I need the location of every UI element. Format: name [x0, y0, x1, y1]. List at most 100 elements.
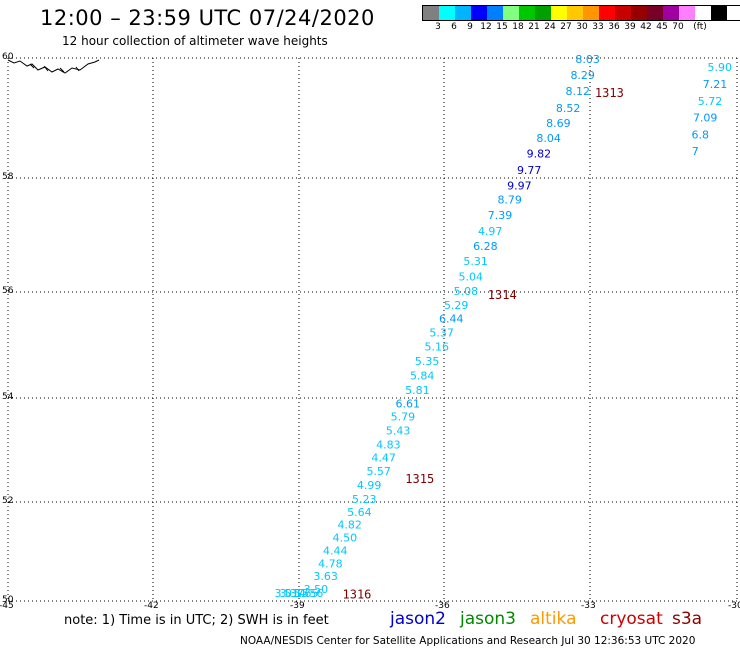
legend-swatch — [631, 6, 647, 20]
legend-swatch — [615, 6, 631, 20]
legend-label: 27 — [560, 22, 572, 32]
legend-swatch — [663, 6, 679, 20]
legend-swatch — [711, 6, 727, 20]
wave-height-label: 5.37 — [429, 327, 454, 340]
satellite-altika: altika — [530, 609, 577, 629]
wave-height-label: 8.69 — [546, 117, 571, 130]
legend-swatch — [679, 6, 695, 20]
wave-height-label: 4.99 — [357, 479, 382, 492]
wave-height-label: 7 — [692, 145, 699, 158]
legend-swatch — [599, 6, 615, 20]
wave-height-label: 5.57 — [366, 465, 391, 478]
wave-height-label: 4.50 — [333, 532, 358, 545]
legend-label: 6 — [451, 22, 457, 32]
lon-tick-label: -42 — [144, 601, 159, 611]
legend-label: 12 — [480, 22, 492, 32]
wave-height-label: 8.79 — [497, 194, 522, 207]
legend-swatch — [567, 6, 583, 20]
lat-tick-label: 58 — [2, 172, 14, 182]
pass-number: 1315 — [405, 472, 434, 486]
legend-swatch — [519, 6, 535, 20]
pass-number: 1316 — [343, 588, 372, 602]
legend-label: 24 — [544, 22, 556, 32]
wave-height-label: 8.03 — [575, 53, 600, 66]
pass-number-labels: 1313 1314 1315 1316 — [343, 86, 624, 602]
legend-label: 9 — [467, 22, 473, 32]
legend-label: 36 — [608, 22, 620, 32]
satellite-jason2: jason2 — [390, 609, 446, 629]
legend-swatch — [455, 6, 471, 20]
wave-height-label: 8.04 — [536, 132, 561, 145]
wave-height-label: 5.08 — [454, 285, 479, 298]
wave-height-label: 4.56 — [299, 587, 324, 600]
lon-tick-label: -39 — [290, 601, 305, 611]
lat-tick-label: 52 — [2, 496, 14, 506]
legend-label: 21 — [528, 22, 540, 32]
satellite-cryosat: cryosat — [600, 609, 663, 629]
wave-height-label: 5.23 — [352, 493, 377, 506]
wave-height-points: 8.03 8.29 8.12 8.52 8.69 8.04 9.82 9.77 9.97 8.79… — [275, 53, 733, 600]
legend-swatches — [422, 5, 740, 21]
wave-height-label: 5.29 — [444, 299, 469, 312]
legend-swatch — [439, 6, 455, 20]
legend-unit: (ft) — [693, 22, 707, 32]
wave-height-label: 4.82 — [337, 519, 362, 532]
wave-height-label: 5.31 — [463, 255, 488, 268]
legend-label: 39 — [624, 22, 636, 32]
wave-height-label: 3.01 — [275, 587, 300, 600]
lat-tick-label: 50 — [2, 595, 14, 605]
legend-label: 45 — [656, 22, 668, 32]
wave-height-label: 5.16 — [425, 340, 450, 353]
chart-subtitle: 12 hour collection of altimeter wave hei… — [62, 34, 328, 48]
coastline — [7, 59, 100, 74]
legend-label: 70 — [672, 22, 684, 32]
wave-height-label: 5.79 — [391, 410, 416, 423]
wave-height-label: 4.97 — [478, 225, 503, 238]
wave-height-label: 9.97 — [507, 179, 532, 192]
wave-height-label: 5.90 — [708, 61, 733, 74]
wave-height-label: 6.44 — [439, 313, 464, 326]
lat-tick-label: 56 — [2, 286, 14, 296]
legend-swatch — [487, 6, 503, 20]
wave-height-label: 6.8 — [692, 128, 710, 141]
wave-height-label: 4.78 — [318, 557, 343, 570]
lon-tick-label: -33 — [581, 601, 596, 611]
legend-swatch — [535, 6, 551, 20]
legend-swatch — [503, 6, 519, 20]
legend-swatch — [647, 6, 663, 20]
wave-height-label: 7.09 — [693, 112, 718, 125]
wave-height-label: 4.44 — [323, 545, 348, 558]
legend-swatch — [423, 6, 439, 20]
satellite-jason3: jason3 — [460, 609, 516, 629]
credit-line: NOAA/NESDIS Center for Satellite Applica… — [240, 635, 696, 647]
legend-swatch — [471, 6, 487, 20]
wave-height-label: 7.21 — [703, 78, 728, 91]
wave-height-label: 9.82 — [527, 148, 552, 161]
legend-label: 30 — [576, 22, 588, 32]
lon-tick-label: -30 — [728, 601, 740, 611]
wave-height-label: 8.12 — [566, 85, 591, 98]
wave-height-label: 3.63 — [313, 570, 338, 583]
wave-height-label: 3.50 — [304, 583, 329, 596]
lat-lon-grid — [7, 57, 738, 602]
wave-height-label: 5.04 — [459, 271, 484, 284]
wave-height-label: 5.72 — [698, 95, 723, 108]
wave-height-label: 5.15 — [284, 587, 309, 600]
lon-tick-label: -45 — [0, 601, 14, 611]
lat-tick-label: 54 — [2, 392, 14, 402]
legend-swatch — [695, 6, 711, 20]
wave-height-label: 6.28 — [473, 240, 498, 253]
wave-height-label: 4.47 — [371, 451, 396, 464]
footnote: note: 1) Time is in UTC; 2) SWH is in fe… — [64, 613, 329, 628]
satellite-s3a: s3a — [672, 609, 703, 629]
wave-height-label: 8.29 — [570, 69, 595, 82]
wave-height-label: 9.77 — [517, 164, 542, 177]
legend-label: 18 — [512, 22, 524, 32]
legend-swatch — [551, 6, 567, 20]
legend-swatch — [583, 6, 599, 20]
wave-height-label: 5.81 — [405, 384, 430, 397]
wave-height-label: 7.39 — [488, 209, 513, 222]
legend-labels: 3 6 9 12 15 18 21 24 27 30 33 36 39 42 45 70 (ft) — [422, 21, 740, 33]
lat-tick-label: 60 — [2, 52, 14, 62]
